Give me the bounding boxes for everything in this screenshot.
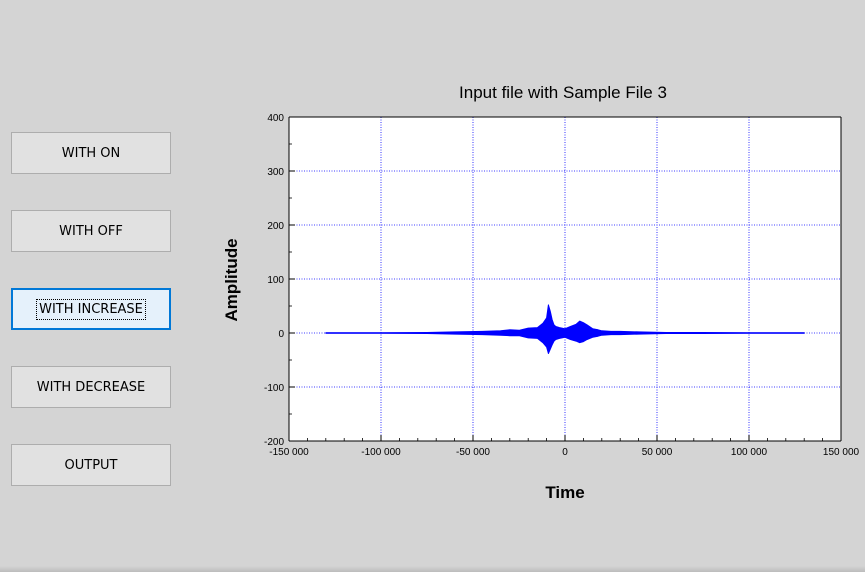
x-tick-label: -50 000 (456, 447, 490, 458)
with-off-button[interactable]: WITH OFF (11, 210, 171, 252)
y-tick-label: -200 (264, 437, 284, 448)
with-decrease-button[interactable]: WITH DECREASE (11, 366, 171, 408)
x-tick-label: 0 (562, 447, 568, 458)
y-tick-label: 300 (267, 167, 284, 178)
x-tick-label: 50 000 (642, 447, 673, 458)
with-on-button[interactable]: WITH ON (11, 132, 171, 174)
y-tick-label: 200 (267, 221, 284, 232)
x-tick-label: -150 000 (269, 447, 309, 458)
y-tick-label: 400 (267, 113, 284, 124)
chart-title: Input file with Sample File 3 (459, 83, 667, 102)
with-increase-label: WITH INCREASE (36, 298, 146, 320)
y-tick-label: 100 (267, 275, 284, 286)
x-tick-label: -100 000 (361, 447, 401, 458)
with-increase-button[interactable]: WITH INCREASE (11, 288, 171, 330)
y-tick-label: 0 (278, 329, 284, 340)
with-off-label: WITH OFF (59, 223, 123, 239)
with-on-label: WITH ON (61, 145, 121, 161)
output-button[interactable]: OUTPUT (11, 444, 171, 486)
output-label: OUTPUT (64, 457, 118, 473)
x-tick-label: 100 000 (731, 447, 768, 458)
status-strip (0, 566, 865, 572)
with-decrease-label: WITH DECREASE (36, 379, 146, 395)
x-axis-label: Time (545, 483, 584, 502)
x-tick-label: 150 000 (823, 447, 860, 458)
y-tick-label: -100 (264, 383, 284, 394)
y-axis-label: Amplitude (222, 238, 241, 321)
